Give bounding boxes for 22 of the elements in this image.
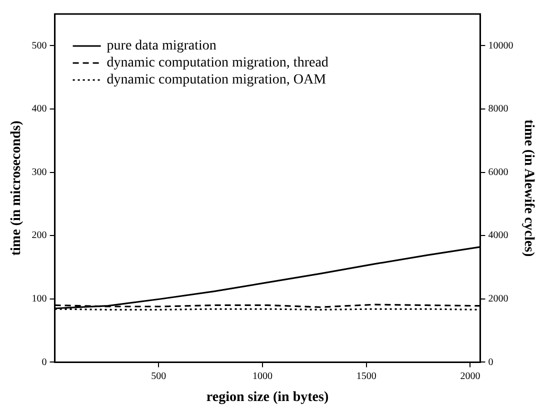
- y2-axis-title: time (in Alewife cycles): [520, 119, 536, 258]
- x-tick-label: 1000: [252, 370, 273, 382]
- y2-tick-label: 2000: [488, 294, 508, 305]
- y-tick-label: 100: [32, 294, 47, 305]
- legend-label: dynamic computation migration, thread: [106, 56, 328, 71]
- y2-tick-label: 4000: [488, 230, 508, 242]
- y2-tick-label: 0: [488, 356, 494, 368]
- y-tick-label: 200: [32, 230, 47, 242]
- legend-label: pure data migration: [106, 38, 216, 54]
- y-tick-label: 300: [32, 166, 47, 178]
- x-axis-title: region size (in bytes): [206, 390, 329, 406]
- y-axis-title: time (in microseconds): [9, 120, 24, 256]
- y2-tick-label: 8000: [488, 104, 508, 115]
- x-tick-label: 1500: [356, 370, 376, 382]
- y-tick-label: 500: [32, 40, 47, 52]
- y2-tick-label: 6000: [488, 166, 508, 178]
- y-tick-label: 400: [32, 104, 47, 115]
- x-tick-label: 500: [151, 370, 166, 382]
- x-tick-label: 2000: [460, 370, 480, 382]
- y2-tick-label: 10000: [488, 40, 514, 52]
- y-tick-label: 0: [42, 356, 47, 368]
- legend-label: dynamic computation migration, OAM: [106, 72, 327, 88]
